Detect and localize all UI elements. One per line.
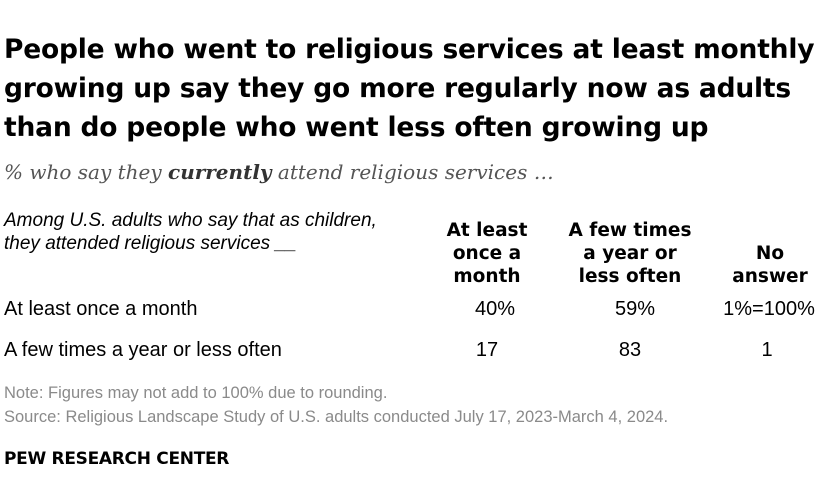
chart-subtitle: % who say they currently attend religiou… [4,160,554,184]
chart-title: People who went to religious services at… [4,30,840,147]
cell-few-times-no-answer: 1 [722,339,812,362]
column-header-no-answer: No answer [725,242,815,288]
cell-few-times-few-times: 83 [560,339,700,362]
cell-monthly-few-times: 59% [565,298,705,321]
cell-few-times-monthly: 17 [432,339,542,362]
subtitle-text-start: % who say they [4,160,168,184]
cell-monthly-monthly: 40% [440,298,550,321]
chart-source: Source: Religious Landscape Study of U.S… [4,408,668,427]
chart-note: Note: Figures may not add to 100% due to… [4,384,387,403]
subtitle-text-end: attend religious services … [272,160,554,184]
cell-monthly-no-answer: 1%=100% [704,298,834,321]
column-header-few-times: A few times a year or less often [560,219,700,288]
brand-logo-text: PEW RESEARCH CENTER [4,449,229,469]
subtitle-emphasis: currently [168,160,272,184]
row-label-monthly: At least once a month [4,298,197,321]
column-header-monthly: At least once a month [432,219,542,288]
row-header: Among U.S. adults who say that as childr… [4,209,384,255]
row-label-few-times: A few times a year or less often [4,339,282,362]
